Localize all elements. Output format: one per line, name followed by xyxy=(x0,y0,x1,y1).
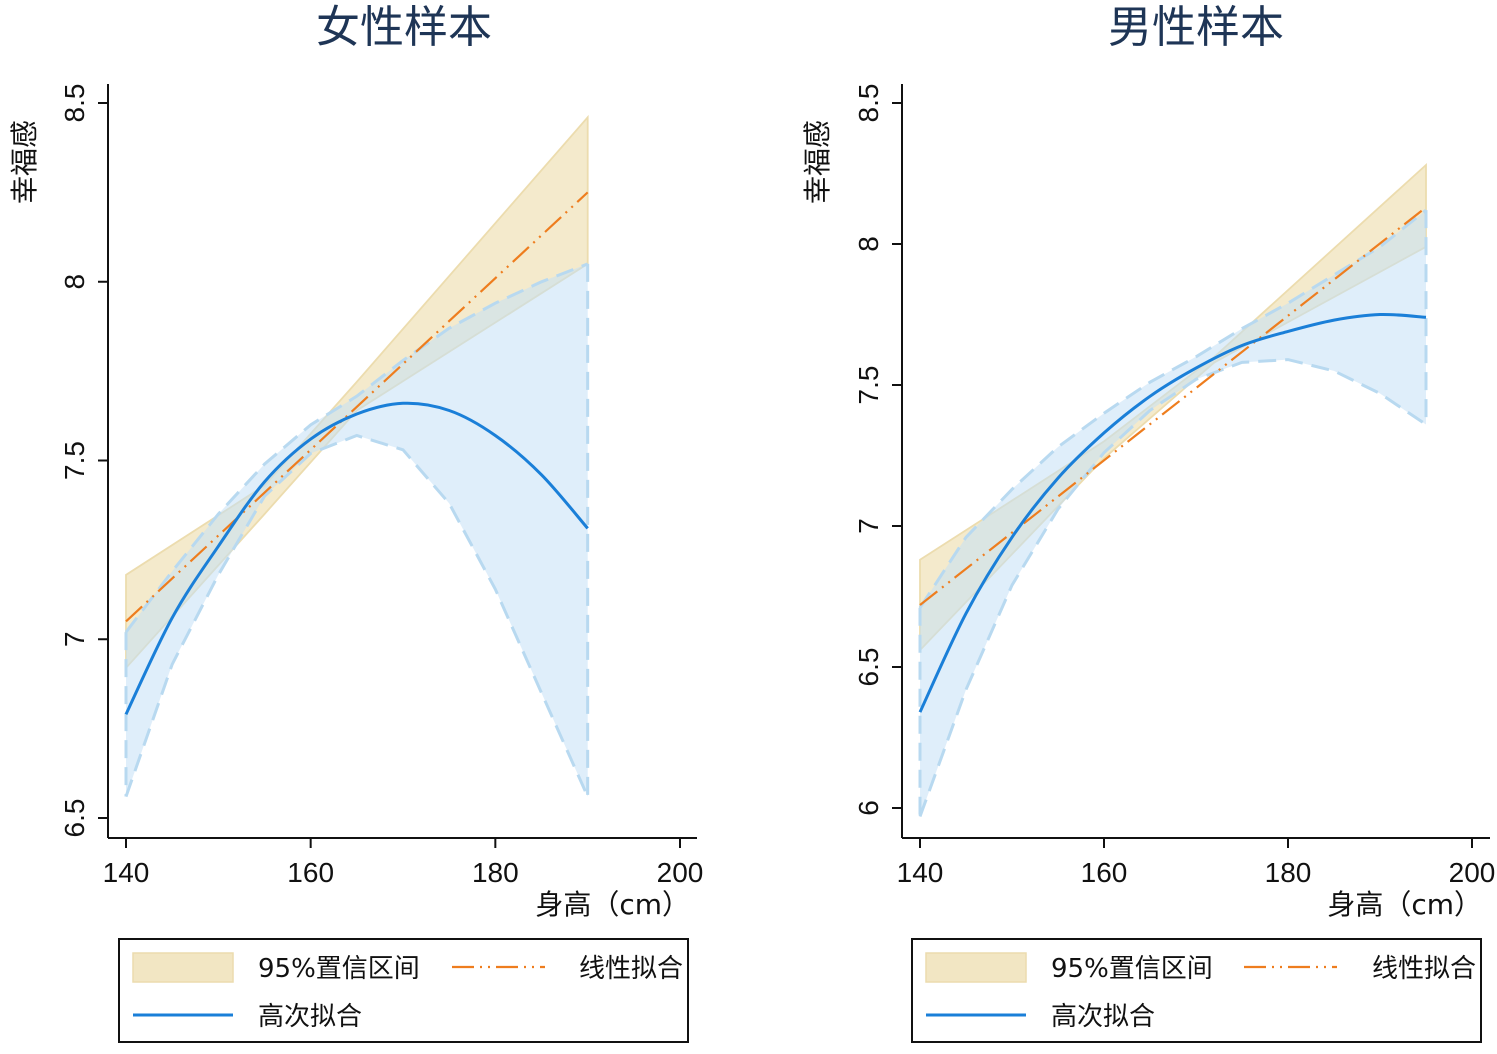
legend-ci-label: 95%置信区间 xyxy=(1051,954,1213,984)
legend-linear-label: 线性拟合 xyxy=(1372,954,1476,984)
axes: 140 160 180 200 6 6.5 7 7.5 8 8.5 xyxy=(853,84,1495,888)
axes: 140 160 180 200 6.5 7 7.5 8 8.5 xyxy=(59,84,703,888)
y-tick-label: 8 xyxy=(853,236,884,252)
poly-ci-band xyxy=(920,210,1426,817)
female-sample-panel: 女性样本 幸福感 身高（cm） 95%置信区间 线性拟合 高次拟合 140 160… xyxy=(8,2,703,1043)
y-tick-label: 7 xyxy=(59,631,90,647)
x-axis-label: 身高（cm） xyxy=(535,888,690,921)
chart-title: 男性样本 xyxy=(1108,2,1284,53)
y-axis-label: 幸福感 xyxy=(8,120,41,204)
y-tick-label: 6 xyxy=(853,800,884,816)
legend: 95%置信区间 线性拟合 高次拟合 xyxy=(118,938,689,1043)
y-tick-label: 6.5 xyxy=(59,799,90,838)
x-tick-label: 180 xyxy=(472,857,519,888)
poly-ci-upper-line xyxy=(124,262,589,634)
x-tick-label: 140 xyxy=(897,857,944,888)
legend-linear-label: 线性拟合 xyxy=(579,954,683,984)
poly-ci-lower-line xyxy=(124,433,590,798)
legend-ci-label: 95%置信区间 xyxy=(258,954,420,984)
x-axis-label: 身高（cm） xyxy=(1327,888,1482,921)
poly-fit-line xyxy=(918,312,1427,713)
y-tick-label: 8.5 xyxy=(853,84,884,123)
x-tick-label: 160 xyxy=(287,857,334,888)
y-tick-label: 7.5 xyxy=(59,441,90,480)
poly-ci-upper-line xyxy=(918,209,1427,609)
legend: 95%置信区间 线性拟合 高次拟合 xyxy=(911,938,1482,1043)
poly-ci-band xyxy=(126,263,588,797)
linear-fit-line xyxy=(919,206,1427,606)
x-tick-label: 180 xyxy=(1265,857,1312,888)
y-axis-label: 幸福感 xyxy=(801,120,834,204)
legend-poly-label: 高次拟合 xyxy=(258,1002,362,1032)
y-tick-label: 6.5 xyxy=(853,648,884,687)
x-tick-label: 200 xyxy=(657,857,704,888)
poly-ci-lower-line xyxy=(918,358,1427,818)
chart-title: 女性样本 xyxy=(316,2,492,53)
plot-area xyxy=(124,114,590,798)
y-tick-label: 8.5 xyxy=(59,84,90,123)
male-sample-panel: 男性样本 幸福感 身高（cm） 95%置信区间 线性拟合 高次拟合 140 160… xyxy=(801,2,1495,1043)
y-tick-label: 7.5 xyxy=(853,366,884,405)
y-tick-label: 7 xyxy=(853,518,884,534)
linear-fit-line xyxy=(125,191,589,623)
y-tick-label: 8 xyxy=(59,274,90,290)
legend-poly-label: 高次拟合 xyxy=(1051,1002,1155,1032)
legend-ci-swatch xyxy=(132,952,234,983)
x-tick-label: 140 xyxy=(103,857,150,888)
x-tick-label: 200 xyxy=(1449,857,1496,888)
poly-fit-line xyxy=(124,401,589,715)
legend-ci-swatch xyxy=(925,952,1027,983)
x-tick-label: 160 xyxy=(1081,857,1128,888)
plot-area xyxy=(918,162,1428,818)
